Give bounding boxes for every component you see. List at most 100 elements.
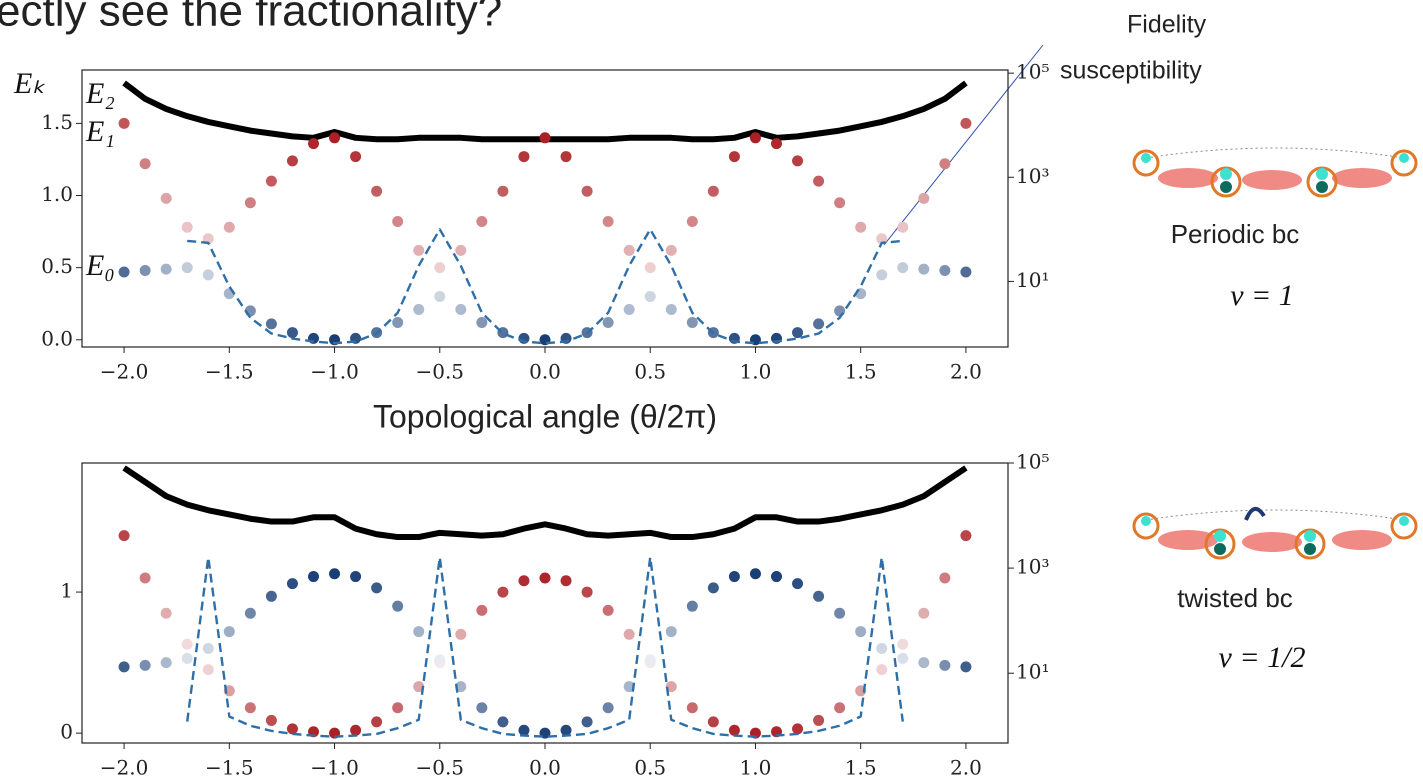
y-tick-label: 0.5	[41, 254, 73, 278]
dot	[918, 192, 930, 204]
dot	[960, 661, 972, 673]
y2-tick-label: 10⁵	[1016, 450, 1049, 474]
x-tick-label: 1.5	[845, 756, 877, 776]
dot	[118, 661, 130, 673]
panel-label: twisted bc	[1177, 583, 1293, 613]
dot	[602, 215, 614, 227]
dot	[539, 572, 551, 584]
y2-tick-label: 10⁵	[1016, 60, 1049, 84]
panel-nu: ν = 1	[1230, 279, 1294, 312]
dot	[160, 657, 172, 669]
dot	[897, 221, 909, 233]
dot	[897, 638, 909, 650]
dot	[202, 269, 214, 281]
x-tick-label: 0.0	[529, 360, 561, 384]
dot	[476, 316, 488, 328]
dot	[792, 723, 804, 735]
dot	[728, 151, 740, 163]
y2-tick-label: 10³	[1016, 164, 1049, 188]
dot	[329, 568, 341, 580]
annotation: Fidelity	[1127, 11, 1207, 39]
dot	[602, 316, 614, 328]
dot	[455, 628, 467, 640]
dot	[707, 185, 719, 197]
x-tick-label: −1.5	[205, 756, 254, 776]
dot	[665, 626, 677, 638]
dot	[602, 702, 614, 714]
dot	[834, 702, 846, 714]
y2-tick-label: 10¹	[1016, 660, 1049, 684]
dot	[118, 117, 130, 129]
dot	[665, 303, 677, 315]
dot	[308, 571, 319, 583]
x-tick-label: 0.5	[634, 756, 666, 776]
x-tick-label: 0.5	[634, 360, 666, 384]
dot	[876, 269, 888, 281]
dot	[897, 652, 909, 664]
x-tick-label: −1.0	[310, 756, 359, 776]
dot	[644, 262, 656, 274]
dot	[476, 604, 488, 616]
chain-twisted	[1132, 507, 1418, 560]
dot	[118, 530, 130, 542]
dot	[918, 607, 930, 619]
dot	[497, 586, 509, 598]
dot	[792, 155, 804, 167]
dot	[686, 316, 698, 328]
dot	[308, 138, 319, 150]
dot	[413, 303, 425, 315]
dot	[539, 132, 551, 144]
dot	[918, 263, 930, 275]
dot	[286, 155, 298, 167]
dot	[771, 138, 782, 150]
dot	[518, 724, 530, 736]
dot	[813, 175, 825, 187]
dot	[644, 291, 656, 303]
y-tick-label: 1	[60, 579, 73, 603]
dot	[855, 221, 867, 233]
dot	[665, 244, 677, 256]
y-tick-label: 1.5	[41, 110, 73, 134]
dot	[518, 575, 530, 587]
annotation: E₁	[85, 115, 115, 148]
dot	[918, 657, 930, 669]
dot	[728, 724, 740, 736]
dot	[329, 132, 341, 144]
dot	[771, 571, 782, 583]
line	[122, 465, 968, 541]
annotation: susceptibility	[1060, 57, 1202, 85]
y-tick-label: 0	[60, 720, 73, 744]
dot	[244, 197, 256, 209]
dot	[792, 327, 804, 339]
dot	[139, 265, 151, 277]
dot	[392, 215, 404, 227]
y2-tick-label: 10¹	[1016, 268, 1049, 292]
dot	[897, 262, 909, 274]
dot	[960, 117, 972, 129]
dot	[265, 714, 277, 726]
dot	[476, 702, 488, 714]
dot	[350, 724, 362, 736]
dot	[413, 244, 425, 256]
x-tick-label: 0.0	[529, 756, 561, 776]
dot	[286, 578, 298, 590]
dot	[413, 626, 425, 638]
dot	[455, 303, 467, 315]
dot	[707, 582, 719, 594]
dot	[560, 724, 572, 736]
dot	[939, 158, 951, 170]
x-tick-label: −2.0	[100, 756, 149, 776]
dot	[749, 568, 761, 580]
dot	[497, 716, 509, 728]
dot	[181, 652, 193, 664]
chain-periodic	[1132, 147, 1418, 198]
dot	[707, 716, 719, 728]
dot	[939, 265, 951, 277]
annotation: E₀	[85, 249, 115, 282]
dot	[139, 158, 151, 170]
dot	[581, 185, 593, 197]
y-tick-label: 0.0	[41, 326, 73, 350]
dot	[476, 215, 488, 227]
x-tick-label: 1.0	[740, 360, 772, 384]
